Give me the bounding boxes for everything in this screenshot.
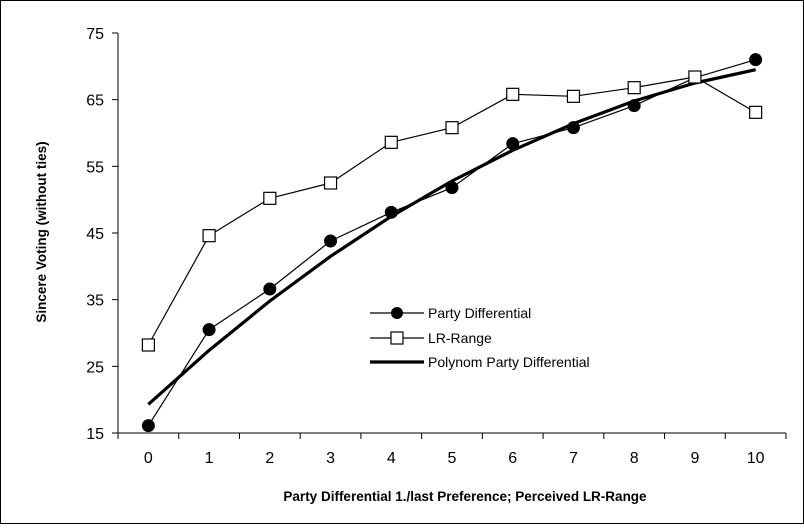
party-differential-point [627,99,641,113]
x-tick-label: 2 [265,450,274,467]
x-tick-label: 5 [448,450,457,467]
lr-range-point [688,70,702,84]
x-tick-label: 8 [630,450,639,467]
lr-range-point [566,89,581,103]
x-axis-title: Party Differential 1./last Preference; P… [283,489,647,504]
lr-range-point [749,105,763,119]
x-tick-label: 1 [205,450,214,467]
polynom-party-differential-line [147,68,756,406]
party-differential-point [566,121,580,135]
lr-range-point [506,87,520,101]
y-axis-title: Sincere Voting (without ties) [34,141,49,322]
x-tick-label: 4 [387,450,396,467]
y-tick-label: 75 [86,26,104,43]
lr-range-point [627,81,641,95]
party-differential-point [263,282,277,296]
legend-lr-range-marker [390,331,404,345]
x-tick-label: 3 [326,450,335,467]
legend: Party Differential LR-Range Polynom Party … [370,305,590,370]
lr-range-point [384,135,398,149]
y-tick-label: 45 [86,226,104,243]
x-tick-label: 9 [690,450,699,467]
x-tick-label: 6 [508,450,517,467]
x-tick-label: 0 [144,450,153,467]
party-differential-point [445,181,459,195]
party-differential-point [202,323,216,337]
x-tick-label: 10 [747,450,765,467]
legend-polynom-party-differential-label: Polynom Party Differential [428,354,590,370]
lr-range-point [141,338,155,352]
party-differential-point [506,137,520,151]
y-tick-label: 25 [86,359,104,376]
party-differential-point [384,205,398,219]
y-tick-label: 65 [86,93,104,110]
lr-range-point [263,191,277,205]
y-tick-label: 15 [86,426,104,443]
x-tick-label: 7 [569,450,578,467]
legend-lr-range-label: LR-Range [428,330,492,346]
lr-range-point [202,229,216,243]
y-tick-label: 55 [86,159,104,176]
legend-party-differential-label: Party Differential [428,305,531,321]
party-differential-point [141,419,155,433]
y-tick-label: 35 [86,293,104,310]
lr-range-point [323,176,338,190]
party-differential-point [324,234,338,248]
legend-party-differential-marker [391,307,403,319]
lr-range-point [445,121,459,135]
party-differential-point [749,53,763,67]
